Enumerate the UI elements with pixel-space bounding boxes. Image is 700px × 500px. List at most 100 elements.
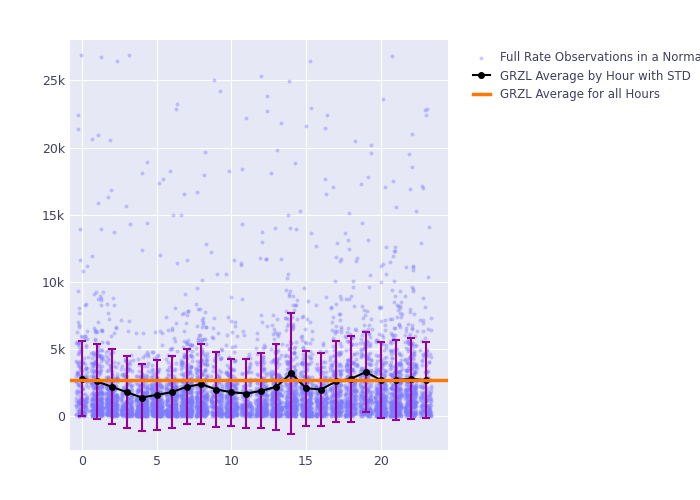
Full Rate Observations in a Normal Point [149,410,160,418]
Full Rate Observations in a Normal Point [185,408,196,416]
Full Rate Observations in a Normal Point [326,407,337,415]
Full Rate Observations in a Normal Point [239,392,250,400]
Full Rate Observations in a Normal Point [258,409,269,417]
Full Rate Observations in a Normal Point [239,386,251,394]
Full Rate Observations in a Normal Point [270,406,281,414]
Full Rate Observations in a Normal Point [94,396,106,404]
Full Rate Observations in a Normal Point [355,372,366,380]
Full Rate Observations in a Normal Point [281,410,292,418]
Full Rate Observations in a Normal Point [214,396,225,404]
Full Rate Observations in a Normal Point [169,396,181,404]
Full Rate Observations in a Normal Point [222,313,233,321]
Full Rate Observations in a Normal Point [165,406,176,414]
Full Rate Observations in a Normal Point [344,389,356,397]
Full Rate Observations in a Normal Point [355,376,366,384]
Full Rate Observations in a Normal Point [299,388,310,396]
Full Rate Observations in a Normal Point [93,360,104,368]
Full Rate Observations in a Normal Point [321,394,332,402]
Full Rate Observations in a Normal Point [119,410,130,418]
Full Rate Observations in a Normal Point [255,412,266,420]
Full Rate Observations in a Normal Point [381,384,392,392]
Full Rate Observations in a Normal Point [271,406,282,414]
Full Rate Observations in a Normal Point [414,346,426,354]
Full Rate Observations in a Normal Point [300,374,311,382]
Full Rate Observations in a Normal Point [404,384,415,392]
Full Rate Observations in a Normal Point [391,368,402,376]
Full Rate Observations in a Normal Point [346,411,358,419]
Full Rate Observations in a Normal Point [391,388,402,396]
Full Rate Observations in a Normal Point [206,394,217,402]
Full Rate Observations in a Normal Point [163,411,174,419]
Full Rate Observations in a Normal Point [82,368,93,376]
Full Rate Observations in a Normal Point [172,390,183,398]
Full Rate Observations in a Normal Point [297,360,308,368]
Full Rate Observations in a Normal Point [304,373,315,381]
Full Rate Observations in a Normal Point [196,400,207,408]
Full Rate Observations in a Normal Point [330,326,341,334]
Full Rate Observations in a Normal Point [136,412,148,420]
Full Rate Observations in a Normal Point [302,408,314,416]
Full Rate Observations in a Normal Point [95,394,106,402]
Full Rate Observations in a Normal Point [258,412,270,420]
Full Rate Observations in a Normal Point [296,410,307,418]
Full Rate Observations in a Normal Point [425,389,436,397]
Full Rate Observations in a Normal Point [290,370,301,378]
Full Rate Observations in a Normal Point [74,348,85,356]
Full Rate Observations in a Normal Point [196,276,207,284]
Full Rate Observations in a Normal Point [280,412,291,420]
Full Rate Observations in a Normal Point [333,404,344,411]
Full Rate Observations in a Normal Point [298,372,309,380]
Full Rate Observations in a Normal Point [162,390,173,398]
Full Rate Observations in a Normal Point [116,400,127,407]
Full Rate Observations in a Normal Point [186,412,197,420]
Full Rate Observations in a Normal Point [225,376,237,384]
Full Rate Observations in a Normal Point [380,358,391,366]
Full Rate Observations in a Normal Point [396,392,407,400]
Full Rate Observations in a Normal Point [385,407,396,415]
Full Rate Observations in a Normal Point [295,207,306,215]
Full Rate Observations in a Normal Point [375,410,386,418]
Full Rate Observations in a Normal Point [341,356,352,364]
Full Rate Observations in a Normal Point [314,382,326,390]
Full Rate Observations in a Normal Point [317,402,328,409]
Full Rate Observations in a Normal Point [105,404,116,411]
Full Rate Observations in a Normal Point [200,394,211,402]
Full Rate Observations in a Normal Point [274,377,286,385]
Full Rate Observations in a Normal Point [267,408,279,416]
Full Rate Observations in a Normal Point [167,400,178,408]
Full Rate Observations in a Normal Point [139,400,150,407]
Full Rate Observations in a Normal Point [290,406,301,414]
Full Rate Observations in a Normal Point [358,408,370,416]
Full Rate Observations in a Normal Point [154,410,165,418]
Full Rate Observations in a Normal Point [402,378,414,386]
Full Rate Observations in a Normal Point [88,380,99,388]
Full Rate Observations in a Normal Point [312,399,323,407]
Full Rate Observations in a Normal Point [154,404,165,412]
Full Rate Observations in a Normal Point [387,381,398,389]
Full Rate Observations in a Normal Point [409,368,420,376]
Full Rate Observations in a Normal Point [300,367,311,375]
Full Rate Observations in a Normal Point [88,290,99,298]
Full Rate Observations in a Normal Point [310,388,321,396]
Full Rate Observations in a Normal Point [421,106,433,114]
Full Rate Observations in a Normal Point [281,356,292,364]
Full Rate Observations in a Normal Point [288,368,299,376]
Full Rate Observations in a Normal Point [92,400,103,407]
Full Rate Observations in a Normal Point [116,390,127,398]
Full Rate Observations in a Normal Point [272,406,284,414]
Full Rate Observations in a Normal Point [372,388,384,396]
Full Rate Observations in a Normal Point [405,408,416,416]
Full Rate Observations in a Normal Point [162,411,173,419]
Full Rate Observations in a Normal Point [267,384,278,392]
Full Rate Observations in a Normal Point [103,409,114,417]
Full Rate Observations in a Normal Point [330,370,341,378]
Full Rate Observations in a Normal Point [137,402,148,409]
Full Rate Observations in a Normal Point [80,302,91,310]
Full Rate Observations in a Normal Point [386,348,397,356]
Full Rate Observations in a Normal Point [142,218,153,226]
Full Rate Observations in a Normal Point [169,408,180,416]
Full Rate Observations in a Normal Point [255,380,266,388]
Full Rate Observations in a Normal Point [88,402,99,409]
GRZL Average by Hour with STD [122,389,131,395]
Full Rate Observations in a Normal Point [223,390,235,398]
